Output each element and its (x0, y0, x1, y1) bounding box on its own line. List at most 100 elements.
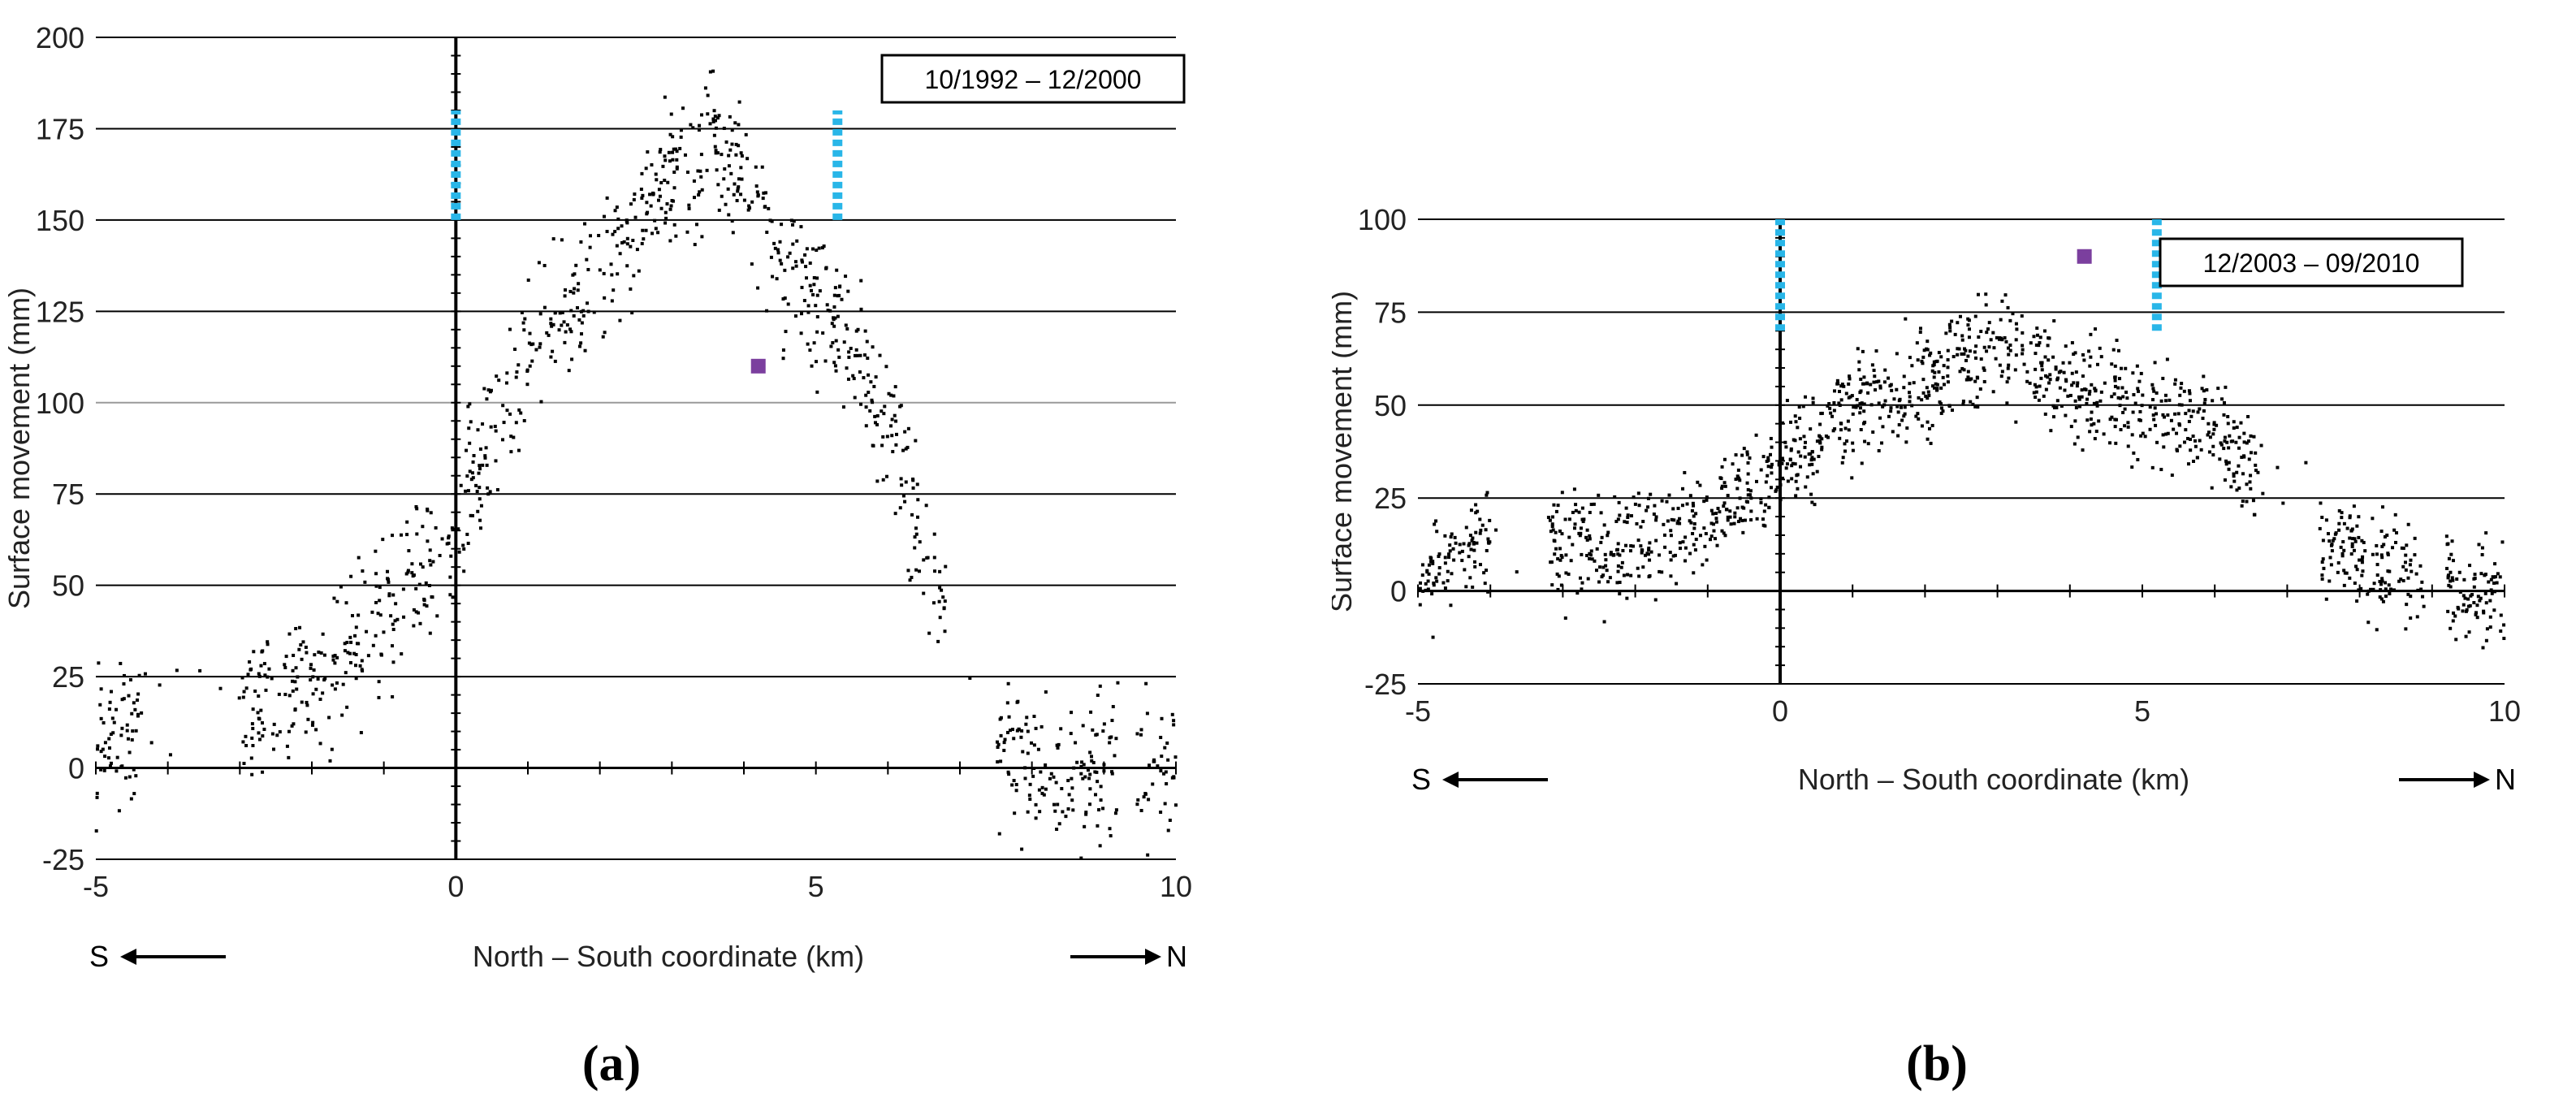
data-point (1946, 374, 1950, 378)
data-point (2416, 588, 2420, 592)
data-point (2051, 415, 2055, 419)
data-point (1460, 559, 1464, 563)
data-point (671, 150, 675, 154)
data-point (1070, 776, 1074, 781)
data-point (2188, 391, 2192, 396)
data-point (366, 654, 370, 658)
data-point (2502, 623, 2506, 627)
data-point (1781, 457, 1785, 461)
data-point (799, 331, 803, 335)
data-point (318, 742, 322, 746)
data-point (2211, 399, 2215, 403)
data-point (2332, 537, 2336, 541)
data-point (1589, 503, 1593, 507)
data-point (663, 178, 667, 182)
data-point (119, 661, 123, 665)
data-point (1931, 384, 1935, 388)
data-point (1559, 583, 1563, 587)
data-point (314, 728, 318, 732)
data-point (2064, 413, 2068, 417)
data-point (130, 737, 134, 742)
data-point (615, 205, 619, 210)
data-point (916, 515, 920, 519)
data-point (1694, 512, 1698, 516)
data-point (2123, 424, 2127, 428)
data-point (472, 454, 476, 458)
data-point (891, 450, 895, 454)
data-point (2085, 401, 2089, 405)
data-point (374, 600, 378, 604)
data-point (781, 357, 785, 361)
data-point (2222, 413, 2226, 417)
data-point (563, 294, 567, 298)
data-point (1979, 330, 1983, 334)
data-point (267, 667, 271, 671)
data-point (1626, 516, 1630, 520)
data-point (1139, 809, 1143, 813)
data-point (1714, 512, 1718, 516)
data-point (2025, 370, 2029, 374)
data-point (1984, 292, 1988, 296)
data-point (2409, 616, 2413, 621)
data-point (1856, 347, 1860, 351)
data-point (1055, 743, 1059, 747)
data-point (1580, 581, 1584, 585)
data-point (109, 690, 113, 694)
data-point (534, 348, 538, 352)
data-point (722, 177, 726, 181)
data-point (1473, 564, 1477, 569)
data-point (2249, 451, 2253, 455)
data-point (2196, 410, 2200, 414)
data-point (2036, 333, 2040, 337)
data-point (1745, 481, 1749, 485)
data-point (1810, 456, 1814, 460)
data-point (1086, 768, 1090, 772)
data-point (1794, 479, 1798, 483)
x-axis-title: North – South coordinate (km) (473, 940, 864, 973)
data-point (1139, 733, 1143, 737)
data-point (527, 341, 531, 345)
data-point (1101, 729, 1105, 733)
data-point (494, 459, 498, 463)
data-point (110, 716, 115, 720)
data-point (1688, 494, 1692, 498)
data-point (2457, 570, 2461, 574)
data-point (1896, 410, 1900, 414)
data-point (2089, 355, 2093, 359)
data-point (2113, 384, 2117, 388)
data-point (931, 601, 936, 605)
data-point (2339, 545, 2343, 549)
data-point (1652, 512, 1656, 517)
data-point (2384, 581, 2388, 585)
data-point (781, 297, 785, 301)
data-point (531, 342, 535, 346)
data-point (1818, 422, 1822, 426)
data-point (1660, 499, 1664, 503)
data-point (1069, 732, 1073, 736)
data-point (1734, 478, 1738, 482)
data-point (257, 731, 261, 735)
data-point (2089, 417, 2093, 422)
data-point (1820, 448, 1824, 452)
data-point (2090, 423, 2094, 427)
data-point (1723, 484, 1727, 488)
data-point (130, 711, 134, 716)
data-point (1784, 466, 1788, 470)
data-point (1159, 810, 1163, 814)
data-point (1479, 528, 1483, 532)
data-point (97, 661, 101, 665)
data-point (613, 209, 617, 213)
data-point (2116, 348, 2120, 352)
data-point (2216, 387, 2220, 391)
data-point (132, 701, 136, 705)
data-point (2048, 373, 2052, 377)
data-point (824, 266, 828, 270)
data-point (1007, 715, 1011, 719)
data-point (1432, 582, 1436, 586)
data-point (645, 201, 649, 205)
data-point (244, 734, 248, 738)
data-point (884, 365, 888, 369)
data-point (2088, 430, 2092, 434)
data-point (692, 196, 696, 200)
data-point (1007, 772, 1011, 776)
